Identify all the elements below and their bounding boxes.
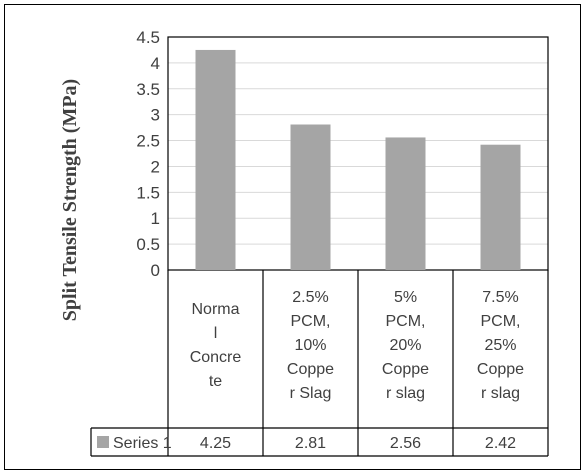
y-tick-label: 4.5 — [136, 28, 160, 47]
y-tick-label: 3 — [151, 106, 160, 125]
data-table: Norma l Concre te 2.5% PCM, 10% Coppe r Slag 5% PC… — [90, 270, 549, 457]
table-value: 2.81 — [295, 435, 326, 452]
bars — [195, 49, 521, 270]
y-tick-label: 0.5 — [136, 235, 160, 254]
y-tick-label: 2.5 — [136, 132, 160, 151]
table-value: 4.25 — [200, 435, 231, 452]
table-value: 2.56 — [390, 435, 421, 452]
bar — [480, 144, 521, 270]
y-tick-label: 1.5 — [136, 183, 160, 202]
y-tick-label: 4 — [151, 54, 160, 73]
x-category-label: 7.5% PCM, 25% Coppe r slag — [477, 289, 524, 402]
x-category-label: 2.5% PCM, 10% Coppe r Slag — [287, 289, 334, 402]
bar — [385, 137, 426, 270]
chart-frame — [4, 4, 581, 470]
y-tick-label: 3.5 — [136, 80, 160, 99]
x-category-label: 5% PCM, 20% Coppe r slag — [382, 289, 429, 402]
y-tick-label: 0 — [151, 261, 160, 280]
x-category-label: Norma l Concre te — [190, 301, 242, 390]
bar — [290, 124, 331, 270]
y-tick-label: 1 — [151, 209, 160, 228]
y-tick-labels: 0 0.5 1 1.5 2 2.5 3 3.5 4 4.5 — [136, 28, 160, 280]
legend-key — [97, 436, 109, 448]
bar — [195, 49, 236, 270]
y-tick-label: 2 — [151, 157, 160, 176]
table-value: 2.42 — [485, 435, 516, 452]
legend-series-name: Series 1 — [113, 435, 172, 452]
y-axis-label: Split Tensile Strength (MPa) — [59, 79, 81, 321]
